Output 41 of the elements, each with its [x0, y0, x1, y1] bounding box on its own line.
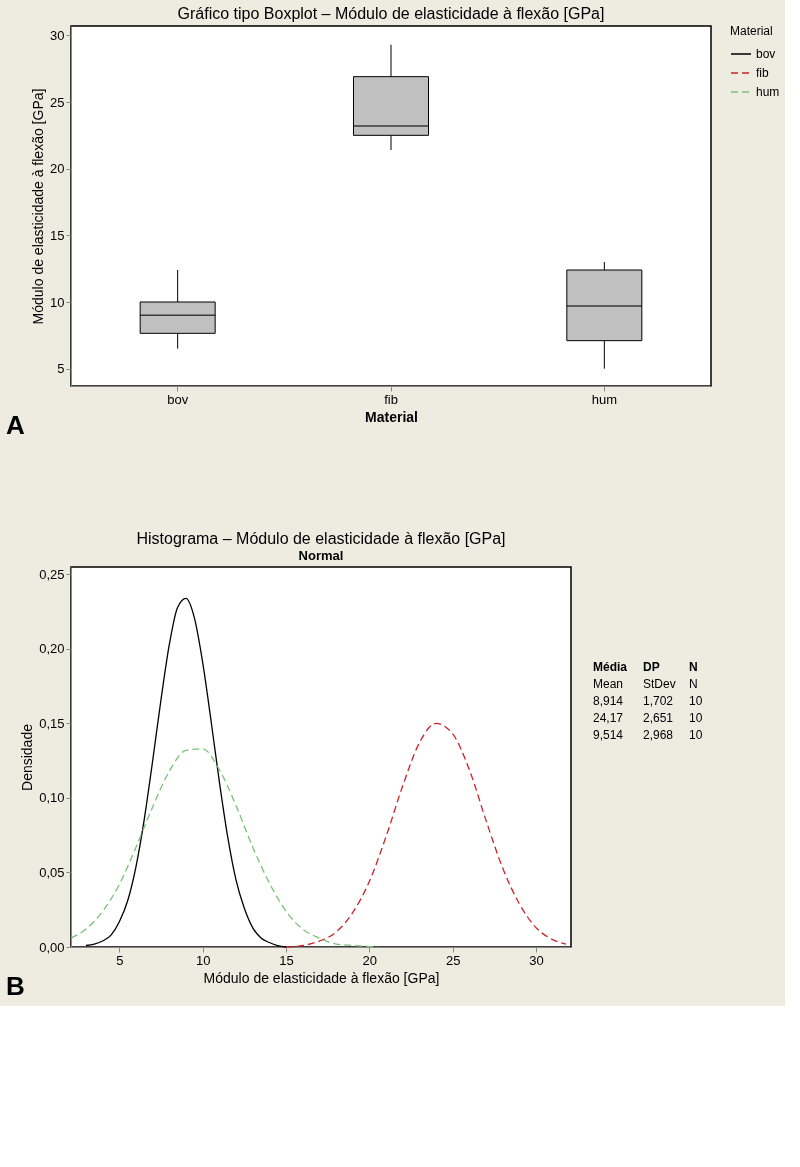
y-tick-label: 0,05 [39, 864, 65, 880]
x-tick-label: fib [384, 391, 398, 407]
y-tick-label: 15 [50, 227, 65, 243]
x-tick-label: bov [167, 391, 189, 407]
y-tick-label: 25 [50, 94, 65, 110]
chart-subtitle: Normal [298, 548, 344, 563]
text: A [6, 410, 25, 440]
x-tick-label: 15 [279, 952, 294, 968]
y-tick-label: 0,20 [39, 641, 65, 657]
text: Média DP N [593, 660, 698, 674]
y-tick-label: 10 [50, 294, 65, 310]
text: 8,914 1,702 10 [593, 694, 703, 708]
y-tick-label: 0,10 [39, 790, 65, 806]
y-tick-label: 0,00 [39, 939, 65, 955]
legend-label: bov [756, 47, 776, 61]
text: Mean StDev N [593, 677, 698, 691]
y-tick-label: 5 [57, 361, 65, 377]
x-tick-label: 30 [529, 952, 544, 968]
text: 24,17 2,651 10 [593, 711, 703, 725]
y-tick-label: 20 [50, 161, 65, 177]
chart-title: Histograma – Módulo de elasticidade à flexão [GPa] [136, 530, 506, 547]
text: B [6, 971, 25, 1001]
x-tick-label: 5 [116, 952, 124, 968]
y-axis-title: Densidade [19, 723, 36, 791]
legend-title: Material [730, 24, 773, 38]
line-series [70, 748, 379, 948]
y-tick-label: 30 [50, 27, 65, 43]
x-tick-label: hum [591, 391, 617, 407]
text: 9,514 2,968 10 [593, 728, 703, 742]
legend-label: fib [756, 66, 769, 80]
line-series [285, 722, 567, 948]
x-tick-label: 20 [362, 952, 378, 968]
chart-title: Gráfico tipo Boxplot – Módulo de elasticidade à flexão [GPa] [177, 5, 605, 22]
x-axis-title: Material [365, 408, 418, 425]
y-axis-title: Módulo de elasticidade à flexão [GPa] [30, 88, 47, 325]
x-tick-label: 10 [195, 952, 211, 968]
x-axis-title: Módulo de elasticidade à flexão [GPa] [203, 969, 440, 986]
legend-label: hum [756, 85, 780, 99]
y-tick-label: 0,15 [39, 715, 65, 731]
y-tick-label: 0,25 [39, 566, 65, 582]
x-tick-label: 25 [445, 952, 461, 968]
